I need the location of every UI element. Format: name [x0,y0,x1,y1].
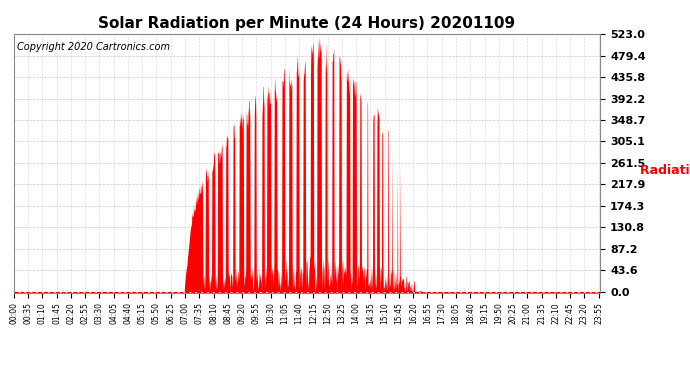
Y-axis label: Radiation (W/m2): Radiation (W/m2) [640,163,690,176]
Title: Solar Radiation per Minute (24 Hours) 20201109: Solar Radiation per Minute (24 Hours) 20… [99,16,515,31]
Text: Copyright 2020 Cartronics.com: Copyright 2020 Cartronics.com [17,42,170,51]
